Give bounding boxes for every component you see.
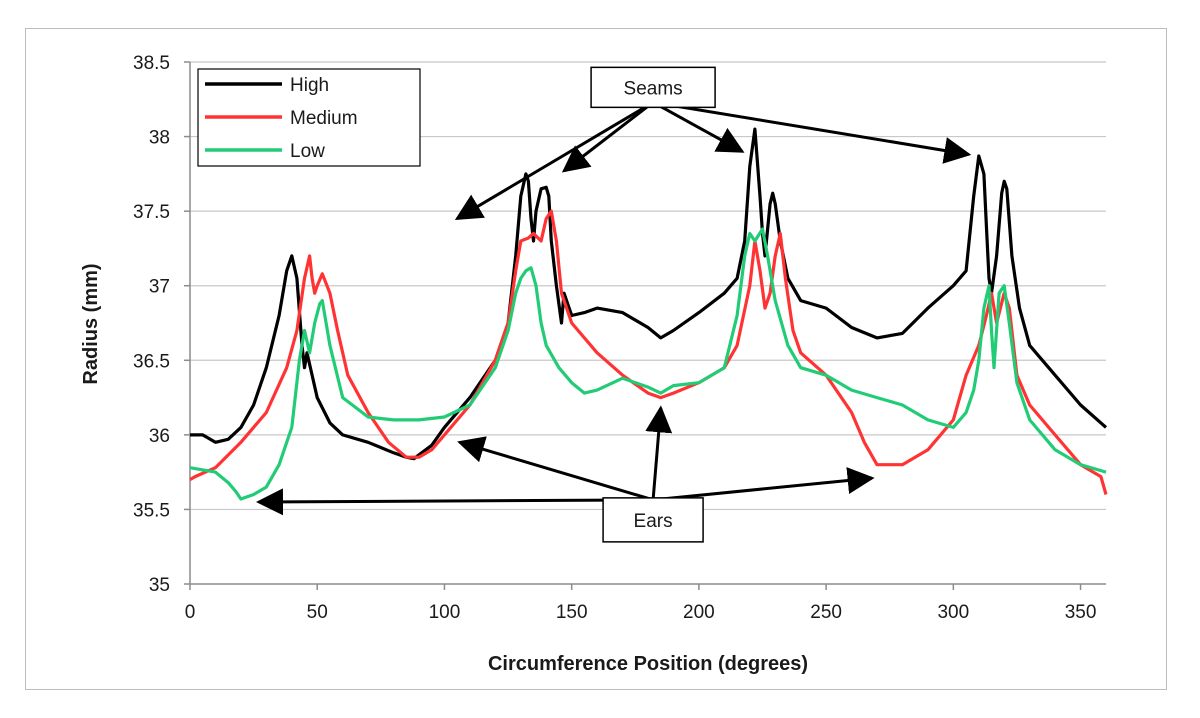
x-tick-label: 0 [185, 602, 196, 623]
ears-arrow [256, 488, 654, 516]
x-tick-label: 350 [1065, 602, 1097, 623]
ears-arrow [652, 467, 875, 502]
series-line-high [190, 127, 1108, 461]
seams-arrow [652, 101, 745, 153]
x-tick-label: 100 [429, 602, 461, 623]
y-tick-label: 38 [149, 128, 170, 149]
ears-callout-label: Ears [634, 511, 673, 532]
y-tick-label: 38.5 [133, 53, 170, 74]
series-line-low [189, 227, 1107, 501]
ears-callout-box [602, 497, 704, 543]
legend-label-low: Low [290, 141, 325, 162]
seams-arrow [561, 101, 655, 173]
y-tick-label: 35 [149, 575, 170, 596]
y-tick-label: 36 [149, 426, 170, 447]
seams-arrow [454, 101, 654, 220]
x-tick-label: 200 [683, 602, 715, 623]
x-tick-label: 300 [937, 602, 969, 623]
ears-arrow [645, 405, 673, 500]
x-tick-label: 50 [307, 602, 328, 623]
seams-callout-label: Seams [624, 78, 683, 99]
x-tick-label: 250 [810, 602, 842, 623]
x-axis-title: Circumference Position (degrees) [488, 653, 808, 675]
ears-arrow [457, 436, 654, 502]
y-axis-title: Radius (mm) [80, 263, 102, 384]
legend-label-high: High [290, 75, 329, 96]
legend-label-medium: Medium [290, 108, 358, 129]
y-tick-label: 37 [149, 277, 170, 298]
seams-callout-box [590, 66, 716, 109]
y-tick-label: 35.5 [133, 500, 170, 521]
seams-arrow [652, 100, 972, 164]
y-tick-label: 37.5 [133, 202, 170, 223]
series-line-medium [189, 209, 1108, 495]
x-tick-label: 150 [556, 602, 588, 623]
y-tick-label: 36.5 [133, 351, 170, 372]
